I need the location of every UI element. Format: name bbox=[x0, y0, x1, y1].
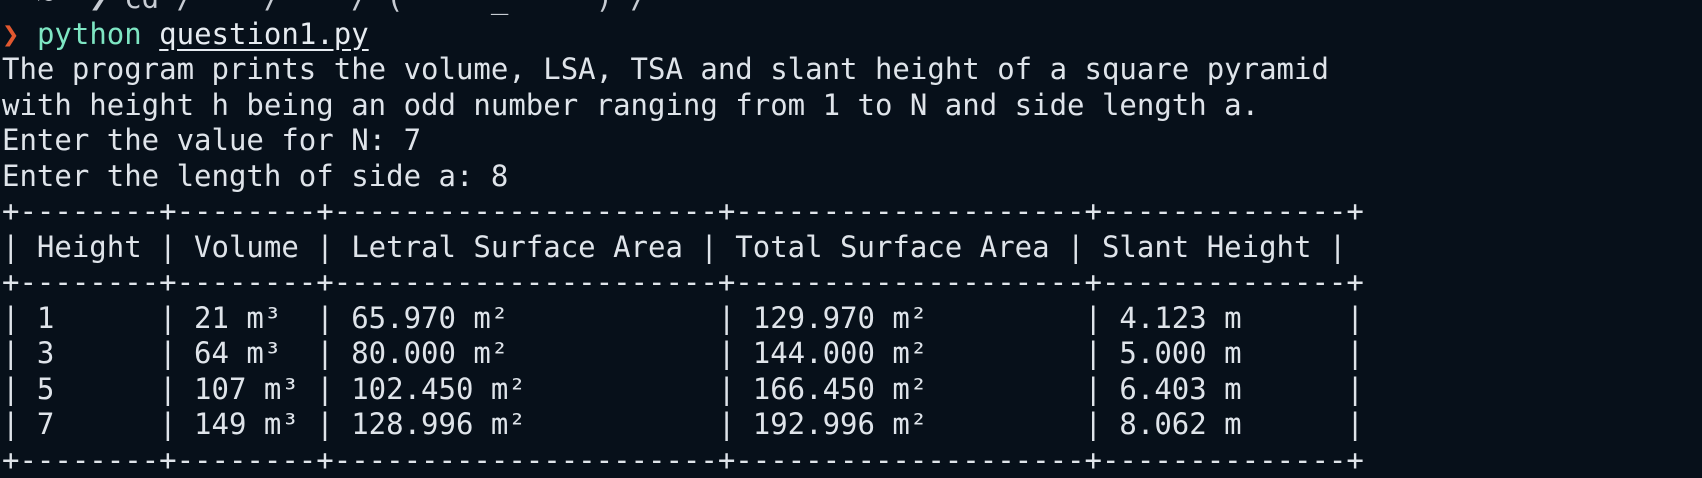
table-border-header: +--------+--------+---------------------… bbox=[0, 265, 1702, 301]
table-row: | 7 | 149 m³ | 128.996 m² | 192.996 m² |… bbox=[0, 407, 1702, 443]
command-line[interactable]: ❯ python question1.py bbox=[0, 17, 1702, 53]
table-row: | 3 | 64 m³ | 80.000 m² | 144.000 m² | 5… bbox=[0, 336, 1702, 372]
table-row: | 5 | 107 m³ | 102.450 m² | 166.450 m² |… bbox=[0, 372, 1702, 408]
clipped-previous-line: ~ ❯ cd / / / ( _ ) / bbox=[0, 0, 1702, 17]
table-border-bottom: +--------+--------+---------------------… bbox=[0, 443, 1702, 478]
input-prompt-n: Enter the value for N: 7 bbox=[0, 123, 1702, 159]
input-prompt-side: Enter the length of side a: 8 bbox=[0, 159, 1702, 195]
prompt-arrow-icon: ❯ bbox=[2, 17, 19, 51]
table-header-row: | Height | Volume | Letral Surface Area … bbox=[0, 230, 1702, 266]
command-name: python bbox=[37, 17, 142, 51]
terminal-window[interactable]: ~ ❯ cd / / / ( _ ) / ❯ python question1.… bbox=[0, 0, 1702, 468]
output-line: The program prints the volume, LSA, TSA … bbox=[0, 52, 1702, 88]
output-line: with height h being an odd number rangin… bbox=[0, 88, 1702, 124]
table-border-top: +--------+--------+---------------------… bbox=[0, 194, 1702, 230]
table-row: | 1 | 21 m³ | 65.970 m² | 129.970 m² | 4… bbox=[0, 301, 1702, 337]
command-argument: question1.py bbox=[159, 17, 369, 51]
